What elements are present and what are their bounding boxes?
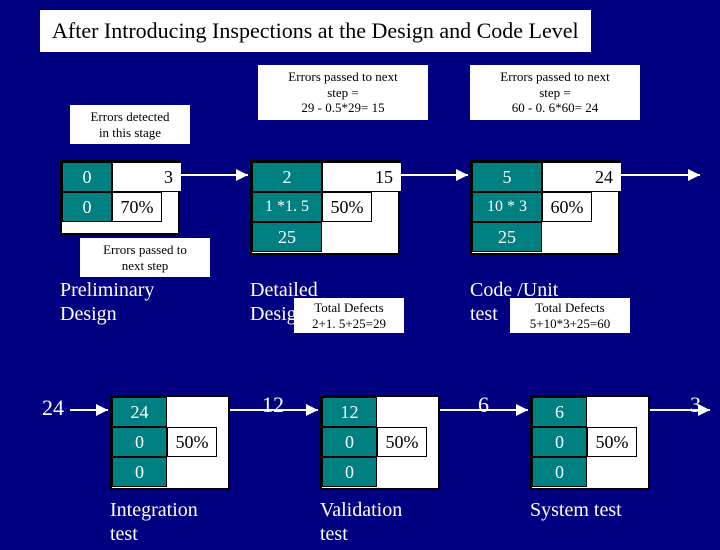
det-c1: 2 [252, 162, 322, 192]
integ-c3: 0 [112, 427, 167, 457]
sys-c3: 0 [532, 427, 587, 457]
prelim-c1: 0 [62, 162, 112, 192]
callout-errors-passed-next: Errors passed tonext step [80, 238, 210, 277]
stage-valid: 12 0 50% 0 [320, 395, 440, 490]
valid-c4: 50% [377, 427, 427, 457]
prelim-label: PreliminaryDesign [60, 278, 154, 326]
valid-c3: 0 [322, 427, 377, 457]
callout-errors-detected: Errors detectedin this stage [70, 105, 190, 144]
integ-c4: 50% [167, 427, 217, 457]
det-c4: 50% [322, 192, 372, 222]
integ-in: 24 [42, 395, 64, 421]
sys-c5: 0 [532, 457, 587, 487]
callout-passed-2: Errors passed to nextstep =60 - 0. 6*60=… [470, 65, 640, 120]
stage-prelim: 0 3 0 70% [60, 160, 180, 235]
det-c2: 15 [322, 162, 402, 192]
prelim-c4: 70% [112, 192, 162, 222]
sys-out: 3 [690, 392, 701, 418]
stage-integ: 24 0 50% 0 [110, 395, 230, 490]
det-c3: 1 *1. 5 [252, 192, 322, 222]
integ-c1: 24 [112, 397, 167, 427]
code-c3: 10 * 3 [472, 192, 542, 222]
code-c1: 5 [472, 162, 542, 192]
valid-c1: 12 [322, 397, 377, 427]
integ-label: Integrationtest [110, 498, 198, 546]
integ-c5: 0 [112, 457, 167, 487]
totdef2: Total Defects5+10*3+25=60 [510, 298, 630, 333]
sys-c1: 6 [532, 397, 587, 427]
valid-out: 6 [478, 392, 489, 418]
totdef1: Total Defects2+1. 5+25=29 [294, 298, 404, 333]
code-c2: 24 [542, 162, 622, 192]
code-c5: 25 [472, 222, 542, 252]
stage-system: 6 0 50% 0 [530, 395, 650, 490]
det-c5: 25 [252, 222, 322, 252]
valid-c5: 0 [322, 457, 377, 487]
integ-out: 12 [262, 392, 284, 418]
stage-code: 5 24 10 * 3 60% 25 [470, 160, 620, 255]
prelim-c2: 3 [112, 162, 182, 192]
valid-label: Validationtest [320, 498, 402, 546]
stage-detailed: 2 15 1 *1. 5 50% 25 [250, 160, 400, 255]
prelim-c3: 0 [62, 192, 112, 222]
sys-c4: 50% [587, 427, 637, 457]
callout-passed-1: Errors passed to nextstep =29 - 0.5*29= … [258, 65, 428, 120]
code-c4: 60% [542, 192, 592, 222]
slide-title: After Introducing Inspections at the Des… [40, 10, 591, 52]
sys-label: System test [530, 498, 622, 522]
